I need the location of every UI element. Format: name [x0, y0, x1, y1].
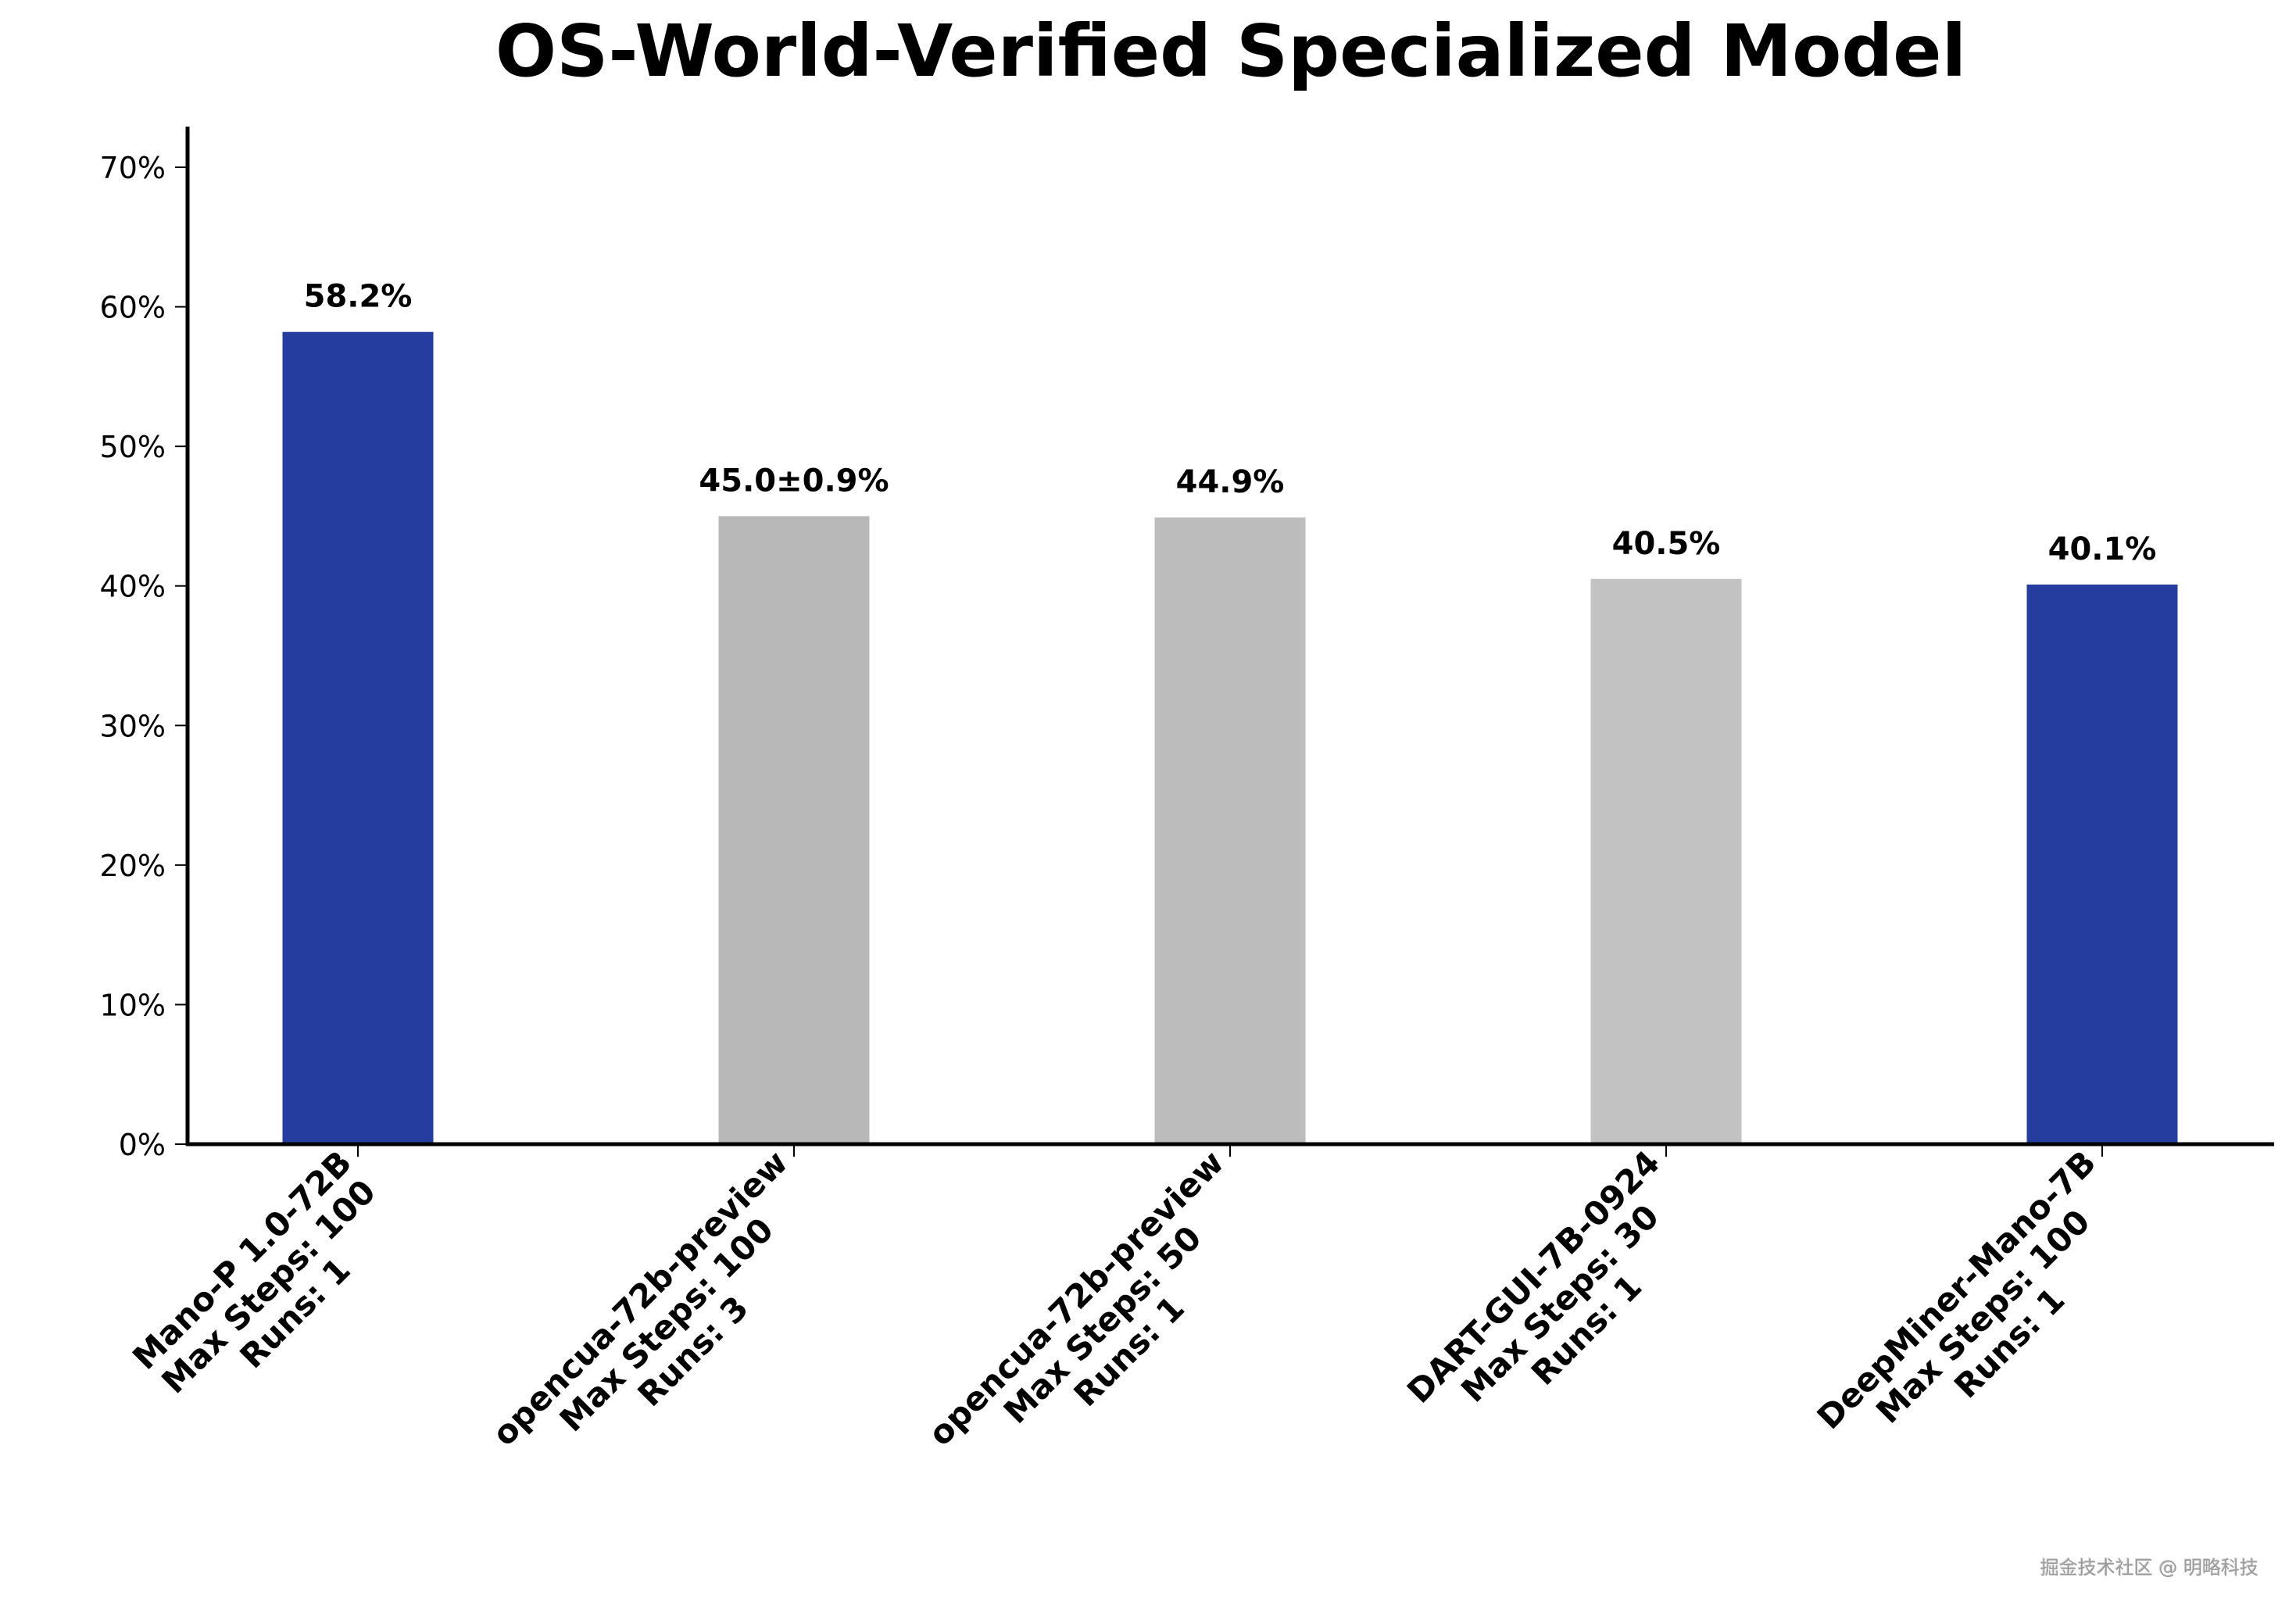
- y-tick-label: 40%: [100, 570, 166, 604]
- bar: [718, 516, 870, 1144]
- chart-title: OS-World-Verified Specialized Model: [495, 9, 1967, 93]
- value-label: 44.9%: [1176, 464, 1285, 500]
- y-tick-label: 10%: [100, 988, 166, 1022]
- value-label: 40.5%: [1612, 526, 1721, 562]
- bar: [2026, 584, 2178, 1144]
- bar: [1154, 517, 1306, 1144]
- watermark: 掘金技术社区 @ 明略科技: [2040, 1557, 2258, 1579]
- value-label: 40.1%: [2048, 531, 2157, 567]
- svg-text:opencua-72b-preview: opencua-72b-preview: [485, 1143, 795, 1454]
- svg-text:opencua-72b-preview: opencua-72b-preview: [921, 1143, 1231, 1454]
- svg-text:DeepMiner-Mano-7B: DeepMiner-Mano-7B: [1810, 1143, 2104, 1437]
- bar: [1590, 578, 1742, 1144]
- y-tick-label: 20%: [100, 849, 166, 883]
- y-tick-label: 60%: [100, 291, 166, 325]
- y-tick-label: 0%: [119, 1128, 166, 1162]
- y-tick-label: 30%: [100, 709, 166, 743]
- y-tick-label: 70%: [100, 151, 166, 185]
- bar: [282, 331, 434, 1144]
- y-tick-label: 50%: [100, 430, 166, 464]
- value-label: 58.2%: [304, 279, 413, 315]
- value-label: 45.0±0.9%: [699, 463, 889, 499]
